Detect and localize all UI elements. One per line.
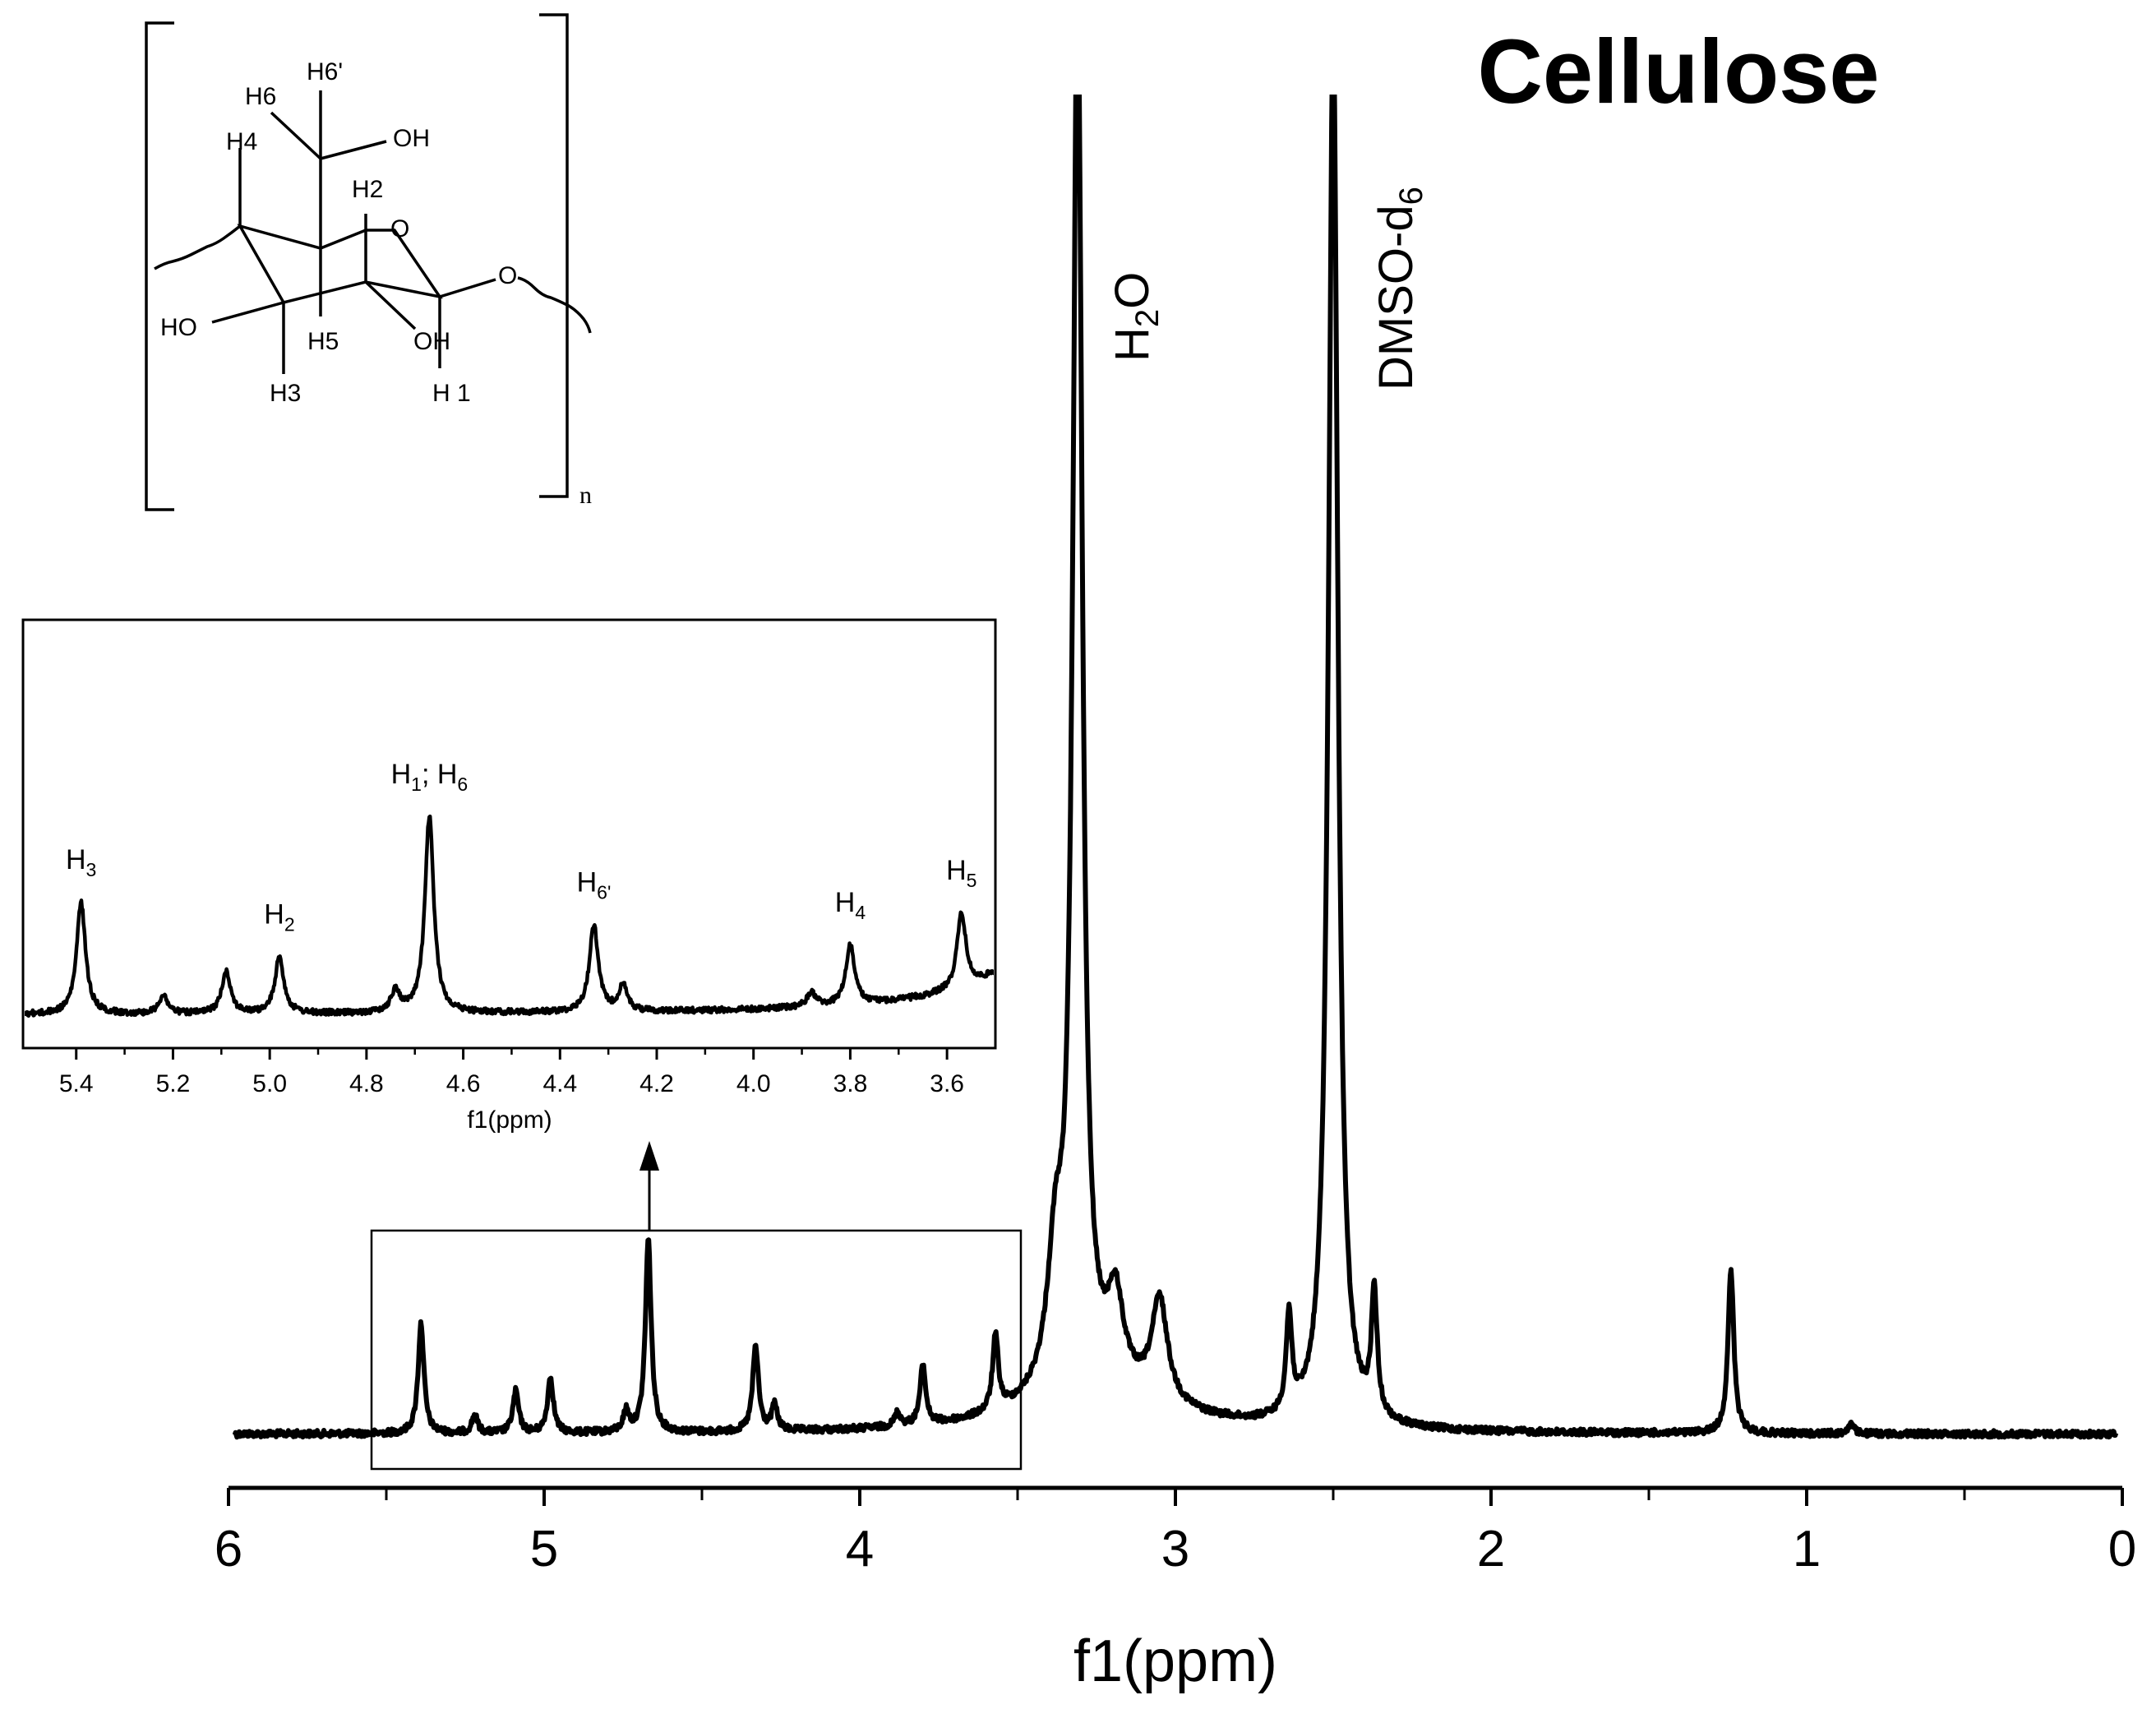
x-tick-label: 4 (846, 1521, 874, 1577)
inset-peak-label: H3 (66, 844, 96, 880)
left-bracket (145, 21, 174, 511)
inset-spectrum-trace (25, 814, 994, 1018)
inset-plot: 5.4 5.2 5.0 4.8 4.6 4.4 4.2 4.0 3.8 3.6 f1(ppm) H… (21, 618, 997, 1134)
label-n: n (579, 482, 592, 509)
spectrum-trace (232, 95, 2119, 1440)
label-h5: H5 (307, 328, 339, 355)
inset-peak-labels: H3 H2 H1; H6 H6' H4 H5 (66, 759, 977, 935)
inset-x-axis-ticks: 5.4 5.2 5.0 4.8 4.6 4.4 4.2 4.0 3.8 3.6 (59, 1048, 964, 1097)
chart-title: Cellulose (1477, 21, 1879, 122)
inset-peak-label: H4 (835, 887, 866, 923)
inset-x-tick-label: 4.8 (349, 1070, 384, 1097)
label-h4: H4 (226, 128, 257, 155)
inset-peak-label: H1; H6 (391, 759, 469, 795)
label-oh-top: OH (393, 125, 430, 152)
label-ring-o: O (390, 215, 409, 242)
label-oh-bottom: OH (413, 328, 450, 355)
inset-x-tick-label: 5.0 (252, 1070, 287, 1097)
right-bracket (539, 13, 569, 498)
inset-peak-label: H6' (577, 866, 612, 903)
inset-x-tick-label: 4.2 (639, 1070, 674, 1097)
x-tick-label: 6 (215, 1521, 242, 1577)
label-h6prime: H6' (307, 58, 343, 85)
zoom-arrow-head (639, 1141, 659, 1171)
label-ho: HO (160, 314, 197, 341)
label-h3: H3 (270, 380, 301, 407)
x-axis-label: f1(ppm) (1073, 1628, 1277, 1694)
inset-x-tick-label: 3.8 (833, 1070, 868, 1097)
structure-labels: H6' H6 OH H4 H2 O O HO H5 OH H3 H 1 n (160, 58, 592, 509)
label-h6: H6 (245, 83, 276, 110)
inset-x-axis-label: f1(ppm) (467, 1106, 552, 1134)
inset-x-tick-label: 4.4 (542, 1070, 577, 1097)
inset-x-tick-label: 4.0 (736, 1070, 771, 1097)
x-tick-label: 5 (530, 1521, 558, 1577)
label-h2: H2 (352, 176, 383, 203)
inset-x-tick-label: 5.4 (59, 1070, 94, 1097)
zoom-region-box (370, 1229, 1023, 1471)
x-tick-label: 0 (2108, 1521, 2136, 1577)
x-axis-ticks: 6 5 4 3 2 1 0 (215, 1488, 2136, 1577)
label-o-glycosidic: O (498, 262, 517, 289)
cellulose-structure (145, 13, 592, 511)
label-h1: H 1 (432, 380, 471, 407)
inset-peak-label: H5 (946, 855, 976, 891)
inset-x-tick-label: 4.6 (446, 1070, 481, 1097)
inset-x-tick-label: 3.6 (930, 1070, 964, 1097)
x-tick-label: 1 (1793, 1521, 1821, 1577)
inset-peak-label: H2 (264, 898, 294, 935)
inset-x-tick-label: 5.2 (156, 1070, 191, 1097)
x-tick-label: 3 (1161, 1521, 1189, 1577)
h2o-annotation: H2O (1106, 272, 1166, 362)
dmso-annotation: DMSO-d6 (1369, 187, 1429, 390)
inset-frame (21, 618, 997, 1050)
x-tick-label: 2 (1477, 1521, 1505, 1577)
